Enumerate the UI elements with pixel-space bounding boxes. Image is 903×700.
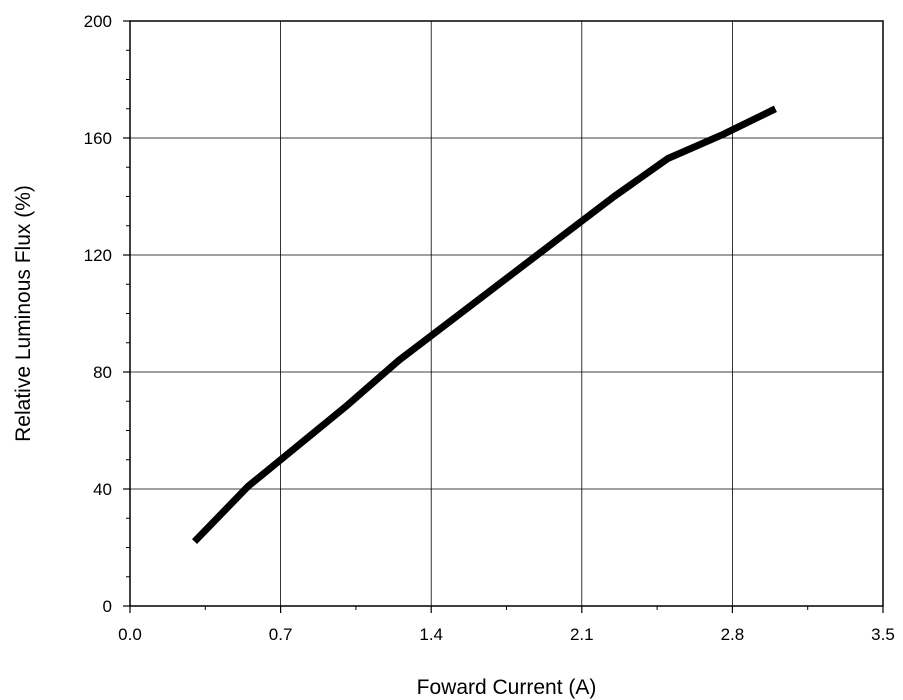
x-axis-title: Foward Current (A) bbox=[417, 676, 597, 699]
x-tick-labels: 0.0 0.7 1.4 2.1 2.8 3.5 bbox=[118, 625, 895, 644]
x-tick-label: 2.8 bbox=[721, 625, 745, 644]
x-tick-label: 1.4 bbox=[419, 625, 443, 644]
y-tick-label: 120 bbox=[84, 246, 112, 265]
x-tick-label: 0.7 bbox=[269, 625, 293, 644]
y-tick-label: 0 bbox=[103, 597, 112, 616]
series-group bbox=[191, 105, 777, 545]
y-axis-title: Relative Luminous Flux (%) bbox=[12, 185, 35, 442]
series-line bbox=[191, 105, 777, 545]
x-tick-label: 0.0 bbox=[118, 625, 142, 644]
x-tick-label: 2.1 bbox=[570, 625, 594, 644]
grid-lines bbox=[130, 21, 883, 606]
y-tick-labels: 0 40 80 120 160 200 bbox=[84, 12, 112, 616]
y-tick-label: 200 bbox=[84, 12, 112, 31]
plot-frame bbox=[129, 20, 884, 607]
y-tick-label: 40 bbox=[93, 480, 112, 499]
y-tick-label: 160 bbox=[84, 129, 112, 148]
y-tick-label: 80 bbox=[93, 363, 112, 382]
x-tick-label: 3.5 bbox=[871, 625, 895, 644]
